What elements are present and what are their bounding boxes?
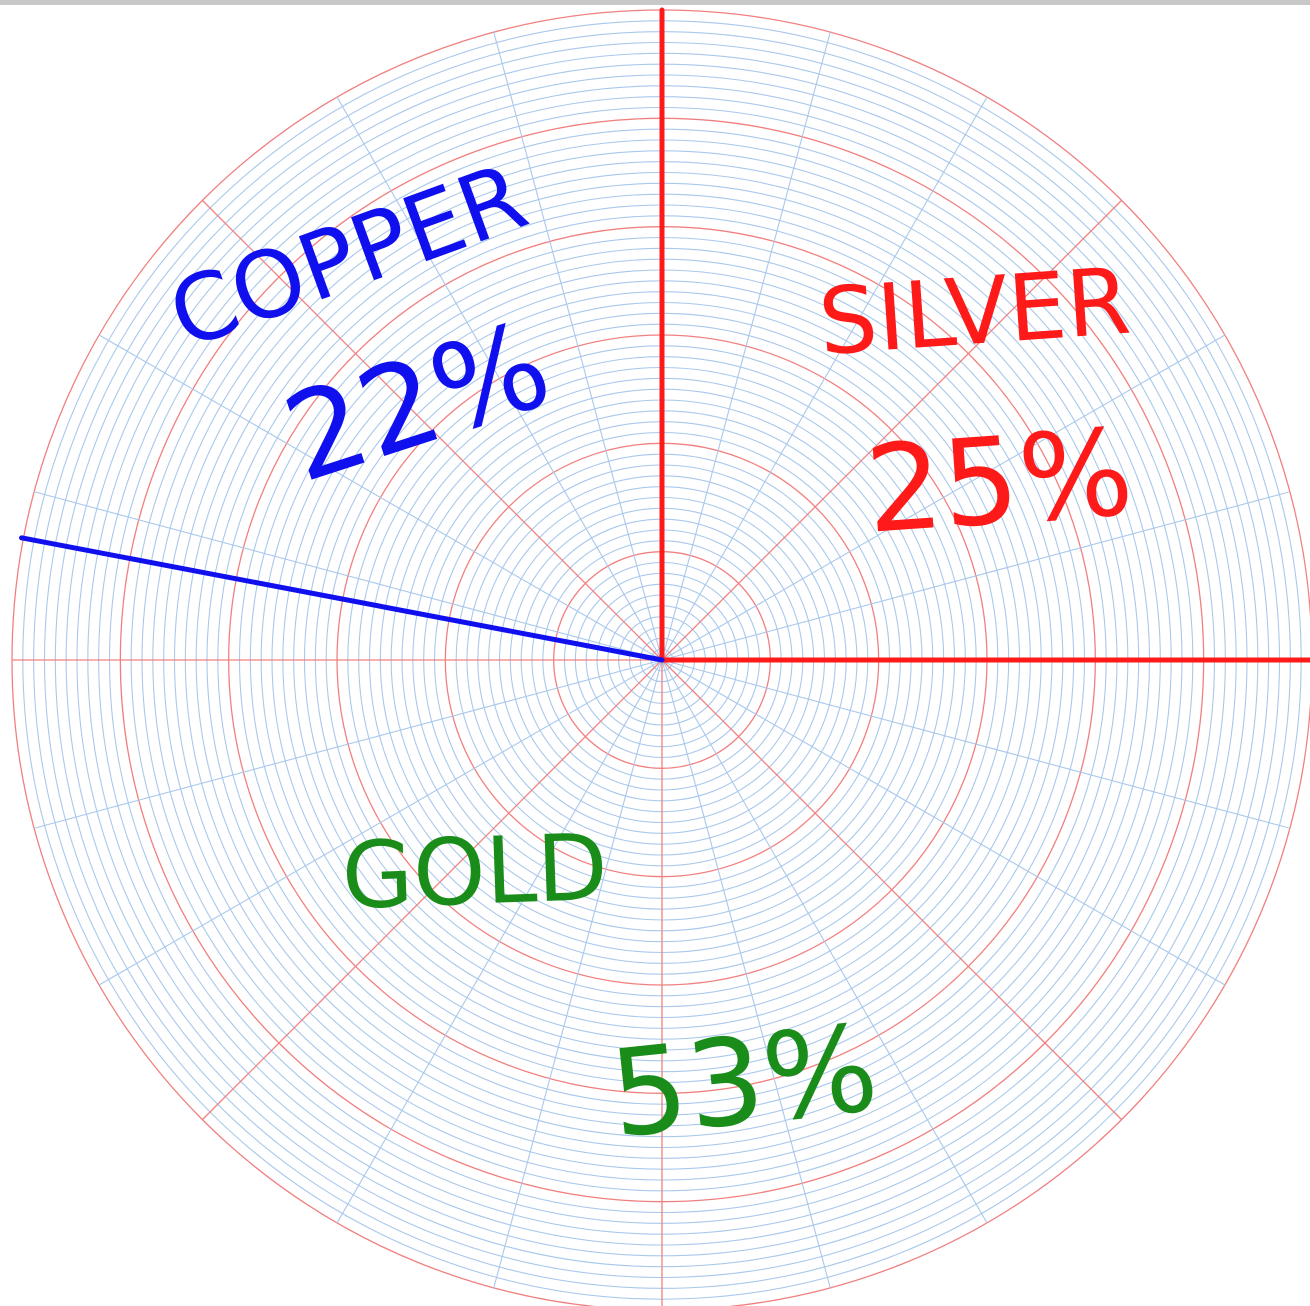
minor-spoke — [661, 32, 831, 661]
minor-spoke — [336, 659, 663, 1224]
major-spoke — [201, 199, 663, 661]
slice-value-label: 25% — [862, 404, 1138, 561]
major-spoke — [661, 659, 1123, 1121]
minor-spoke — [661, 96, 988, 661]
slice-label: SILVER — [815, 248, 1133, 376]
slice-value-label: 53% — [604, 999, 884, 1165]
slice-label: GOLD — [340, 814, 609, 930]
major-spoke — [661, 199, 1123, 661]
minor-spoke — [661, 491, 1290, 661]
minor-spoke — [34, 491, 663, 661]
minor-spoke — [98, 659, 663, 986]
minor-spoke — [661, 659, 988, 1224]
slice-edge — [19, 535, 665, 663]
major-spoke — [201, 659, 663, 1121]
top-border — [0, 0, 1310, 5]
minor-spoke — [493, 32, 663, 661]
minor-spoke — [98, 334, 663, 661]
minor-spoke — [661, 659, 831, 1288]
minor-spoke — [661, 659, 1226, 986]
minor-spoke — [493, 659, 663, 1288]
minor-spoke — [336, 96, 663, 661]
minor-spoke — [34, 659, 663, 829]
minor-spoke — [661, 334, 1226, 661]
minor-spoke — [661, 659, 1290, 829]
